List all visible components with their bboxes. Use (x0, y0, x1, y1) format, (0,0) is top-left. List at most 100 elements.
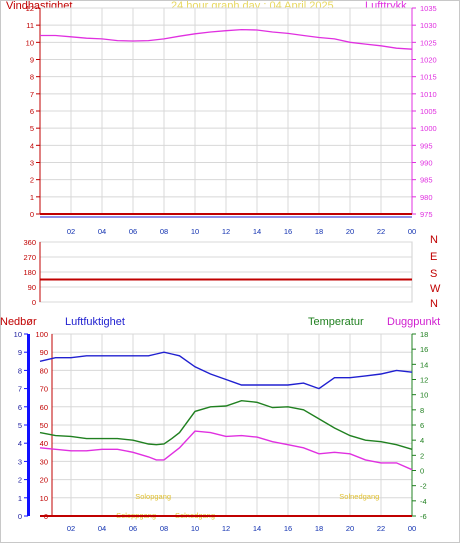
temp-tick-label: 0 (420, 467, 424, 476)
rain-tick-label: 7 (18, 385, 22, 394)
top-x-tick-label: 04 (98, 227, 106, 236)
pressure-tick-label: 980 (420, 193, 433, 202)
compass-e: E (430, 251, 438, 263)
top-x-tick-label: 16 (284, 227, 292, 236)
wind-tick-label: 10 (26, 38, 34, 47)
pressure-tick-label: 1035 (420, 4, 437, 13)
pressure-line (40, 28, 413, 50)
top-x-tick-label: 22 (377, 227, 385, 236)
pressure-tick-label: 1030 (420, 21, 437, 30)
rain-axis (27, 334, 30, 516)
compass-n-top: N (430, 234, 438, 246)
dewpoint-label: Duggpunkt (387, 316, 441, 328)
humidity-tick-label: 20 (40, 476, 48, 485)
compass-w: W (430, 283, 441, 295)
top-x-tick-label: 12 (222, 227, 230, 236)
wind-tick-label: 9 (30, 56, 34, 65)
pressure-tick-label: 1025 (420, 38, 437, 47)
humidity-tick-label: 40 (40, 439, 48, 448)
temp-tick-label: -6 (420, 512, 427, 521)
pressure-tick-label: 1005 (420, 107, 437, 116)
pressure-tick-label: 990 (420, 159, 433, 168)
wind-tick-label: 12 (26, 4, 34, 13)
direction-tick-label: 180 (23, 268, 36, 277)
rain-tick-label: 8 (18, 366, 22, 375)
humidity-line (39, 351, 413, 390)
rain-label: Nedbør (0, 316, 37, 328)
rain-tick-label: 6 (18, 403, 22, 412)
temp-tick-label: 2 (420, 451, 424, 460)
humidity-tick-label: 30 (40, 457, 48, 466)
dewpoint-line (39, 430, 413, 471)
humidity-tick-label: 10 (40, 494, 48, 503)
bottom-x-tick-label: 10 (191, 524, 199, 533)
temperature-line (39, 399, 413, 450)
temperature-label: Temperatur (308, 316, 364, 328)
rain-tick-label: 5 (18, 421, 22, 430)
wind-tick-label: 8 (30, 73, 34, 82)
bottom-x-tick-label: 02 (67, 524, 75, 533)
wind-tick-label: 1 (30, 193, 34, 202)
compass-n-bottom: N (430, 298, 438, 310)
rain-tick-label: 2 (18, 476, 22, 485)
humidity-tick-label: 90 (40, 348, 48, 357)
compass-s: S (430, 268, 438, 280)
top-x-tick-label: 02 (67, 227, 75, 236)
bottom-x-tick-label: 04 (98, 524, 106, 533)
wind-tick-label: 4 (30, 141, 34, 150)
bottom-x-tick-label: 18 (315, 524, 323, 533)
top-x-tick-label: 08 (160, 227, 168, 236)
temp-tick-label: 10 (420, 391, 428, 400)
bottom-x-tick-label: 20 (346, 524, 354, 533)
pressure-tick-label: 985 (420, 176, 433, 185)
wind-tick-label: 7 (30, 90, 34, 99)
bottom-x-tick-label: 06 (129, 524, 137, 533)
bottom-x-tick-label: 00 (408, 524, 416, 533)
sun-event-label: Solopgang (135, 492, 171, 501)
rain-tick-label: 4 (18, 439, 22, 448)
wind-tick-label: 3 (30, 159, 34, 168)
pressure-tick-label: 975 (420, 210, 433, 219)
pressure-tick-label: 995 (420, 141, 433, 150)
pressure-tick-label: 1020 (420, 56, 437, 65)
wind-tick-label: 0 (30, 210, 34, 219)
humidity-label: Luftfuktighet (65, 316, 125, 328)
temp-tick-label: 4 (420, 436, 424, 445)
direction-tick-label: 360 (23, 238, 36, 247)
pressure-tick-label: 1010 (420, 90, 437, 99)
temp-tick-label: 14 (420, 360, 428, 369)
temp-tick-label: 12 (420, 376, 428, 385)
temp-tick-label: 8 (420, 406, 424, 415)
humidity-tick-label: 80 (40, 366, 48, 375)
rain-tick-label: 1 (18, 494, 22, 503)
humidity-tick-label: 70 (40, 385, 48, 394)
top-x-tick-label: 18 (315, 227, 323, 236)
top-x-tick-label: 14 (253, 227, 261, 236)
wind-tick-label: 2 (30, 176, 34, 185)
humidity-tick-label: 50 (40, 421, 48, 430)
temp-tick-label: 16 (420, 345, 428, 354)
top-x-tick-label: 00 (408, 227, 416, 236)
wind-tick-label: 5 (30, 124, 34, 133)
bottom-x-tick-label: 16 (284, 524, 292, 533)
pressure-tick-label: 1015 (420, 73, 437, 82)
humidity-tick-label: 60 (40, 403, 48, 412)
wind-tick-label: 11 (26, 21, 34, 30)
bottom-x-tick-label: 22 (377, 524, 385, 533)
bottom-x-tick-label: 08 (160, 524, 168, 533)
rain-tick-label: 3 (18, 457, 22, 466)
temp-tick-label: 6 (420, 421, 424, 430)
top-x-tick-label: 06 (129, 227, 137, 236)
sun-event-label: Solnedgang (339, 492, 379, 501)
wind-tick-label: 6 (30, 107, 34, 116)
rain-tick-label: 9 (18, 348, 22, 357)
pressure-tick-label: 1000 (420, 124, 437, 133)
temp-tick-label: -4 (420, 497, 427, 506)
rain-tick-label: 10 (14, 330, 22, 339)
bottom-x-tick-label: 14 (253, 524, 261, 533)
temp-tick-label: 18 (420, 330, 428, 339)
direction-tick-label: 270 (23, 253, 36, 262)
top-x-tick-label: 20 (346, 227, 354, 236)
rain-tick-label: 0 (18, 512, 22, 521)
